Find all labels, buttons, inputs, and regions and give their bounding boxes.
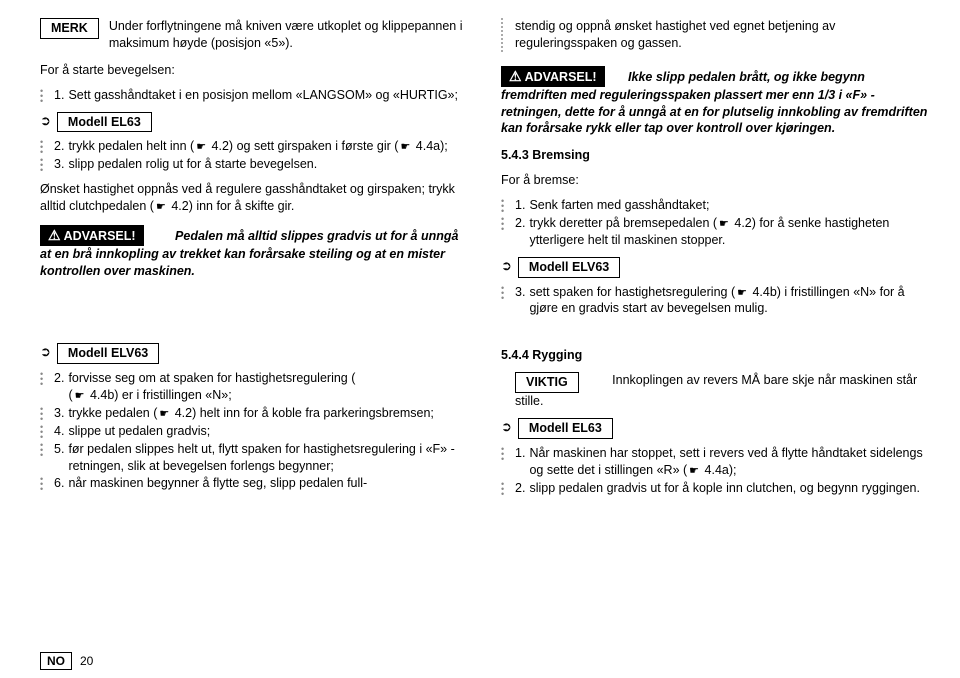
advarsel-label-2: ADVARSEL! <box>501 66 605 87</box>
model-elv63-line: Modell ELV63 <box>40 343 471 364</box>
ryg-1: 1. Når maskinen har stoppet, sett i reve… <box>501 445 932 479</box>
model-elv63-r-line: Modell ELV63 <box>501 257 932 278</box>
el63-item-2: 2. trykk pedalen helt inn ( 4.2) og sett… <box>40 138 471 155</box>
page-footer: NO 20 <box>40 652 93 670</box>
elv63-5: 5. før pedalen slippes helt ut, flytt sp… <box>40 441 471 475</box>
advarsel-2: ADVARSEL! Ikke slipp pedalen brått, og i… <box>501 66 932 138</box>
elv63-2: 2. forvisse seg om at spaken for hastigh… <box>40 370 471 404</box>
el63-list: 2. trykk pedalen helt inn ( 4.2) og sett… <box>40 138 471 173</box>
viktig-block: VIKTIG Innkoplingen av revers MÅ bare sk… <box>501 372 932 410</box>
heading-544: 5.4.4 Rygging <box>501 347 932 364</box>
right-top-continuation: stendig og oppnå ønsket hastighet ved eg… <box>501 18 932 52</box>
top-columns: MERK Under forflytningene må kniven være… <box>40 18 932 325</box>
model-el63: Modell EL63 <box>57 112 152 133</box>
top-right-col: stendig og oppnå ønsket hastighet ved eg… <box>501 18 932 325</box>
bremse-list: 1. Senk farten med gasshåndtaket; 2. try… <box>501 197 932 249</box>
viktig-label: VIKTIG <box>515 372 579 393</box>
onsket-para: Ønsket hastighet oppnås ved å regulere g… <box>40 181 471 215</box>
step1-list: 1. Sett gasshåndtaket i en posisjon mell… <box>40 87 471 104</box>
footer-lang: NO <box>40 652 72 670</box>
merk-text: Under forflytningene må kniven være utko… <box>109 18 471 52</box>
bremse-2: 2. trykk deretter på bremsepedalen ( 4.2… <box>501 215 932 249</box>
elv63-6: 6. når maskinen begynner å flytte seg, s… <box>40 475 471 492</box>
model-elv63-r: Modell ELV63 <box>518 257 620 278</box>
model-el63-b-line: Modell EL63 <box>501 418 932 439</box>
el63-item-3: 3. slipp pedalen rolig ut for å starte b… <box>40 156 471 173</box>
footer-page: 20 <box>80 653 93 669</box>
merk-label: MERK <box>40 18 99 39</box>
elv63-list: 2. forvisse seg om at spaken for hastigh… <box>40 370 471 492</box>
advarsel-1: ADVARSEL! Pedalen må alltid slippes grad… <box>40 225 471 280</box>
advarsel-label-1: ADVARSEL! <box>40 225 144 246</box>
elv63-r-3: 3. sett spaken for hastighetsregulering … <box>501 284 932 318</box>
bottom-left-col: Modell ELV63 2. forvisse seg om at spake… <box>40 337 471 504</box>
elv63-r-list: 3. sett spaken for hastighetsregulering … <box>501 284 932 318</box>
elv63-4: 4. slippe ut pedalen gradvis; <box>40 423 471 440</box>
bremse-label: For å bremse: <box>501 172 932 189</box>
ryg-2: 2. slipp pedalen gradvis ut for å kople … <box>501 480 932 497</box>
elv63-3: 3. trykke pedalen ( 4.2) helt inn for å … <box>40 405 471 422</box>
step1: 1. Sett gasshåndtaket i en posisjon mell… <box>40 87 471 104</box>
bottom-columns: Modell ELV63 2. forvisse seg om at spake… <box>40 337 932 504</box>
bremse-1: 1. Senk farten med gasshåndtaket; <box>501 197 932 214</box>
start-label: For å starte bevegelsen: <box>40 62 471 79</box>
model-el63-line: Modell EL63 <box>40 112 471 133</box>
heading-543: 5.4.3 Bremsing <box>501 147 932 164</box>
bottom-right-col: 5.4.4 Rygging VIKTIG Innkoplingen av rev… <box>501 337 932 504</box>
model-el63-b: Modell EL63 <box>518 418 613 439</box>
ryg-list: 1. Når maskinen har stoppet, sett i reve… <box>501 445 932 497</box>
top-left-col: MERK Under forflytningene må kniven være… <box>40 18 471 325</box>
model-elv63: Modell ELV63 <box>57 343 159 364</box>
merk-block: MERK Under forflytningene må kniven være… <box>40 18 471 52</box>
